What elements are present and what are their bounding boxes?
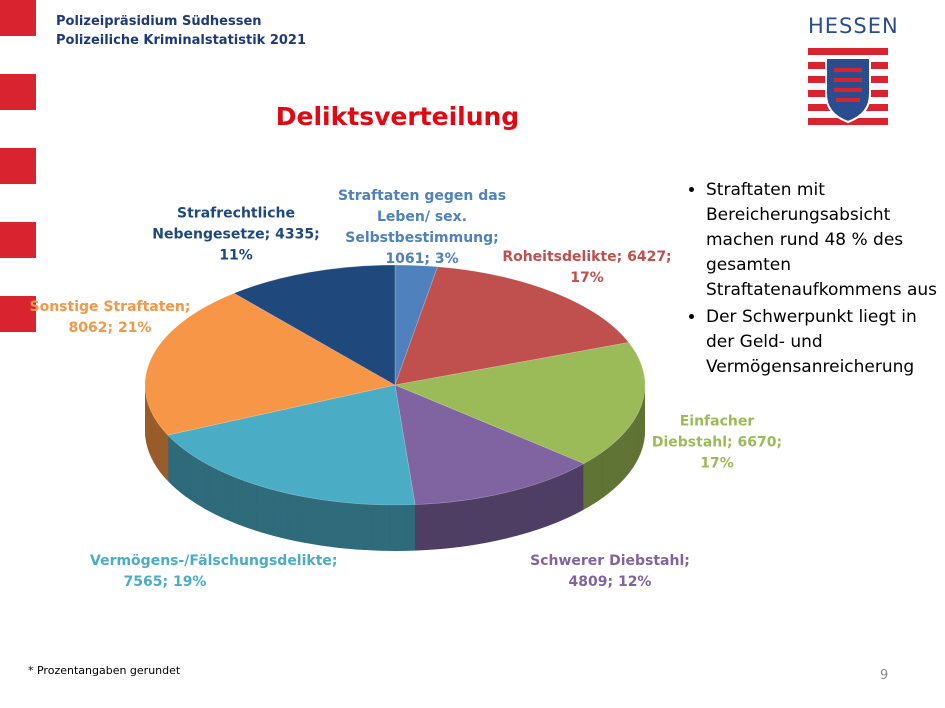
decor: [0, 222, 36, 258]
slice: [394, 266, 630, 386]
logo-text: HESSEN: [808, 14, 899, 38]
slice-label: Vermögens-/Fälschungsdelikte; 7565; 19%: [90, 551, 338, 593]
slice-label: Strafrechtliche Nebengesetze; 4335; 11%: [151, 204, 321, 267]
value-label: 7565; 19%: [123, 574, 207, 590]
category-label: Strafrechtliche Nebengesetze;: [152, 205, 295, 243]
page-number: 9: [880, 668, 889, 683]
slice: [233, 264, 396, 386]
slice-label: Einfacher Diebstahl; 6670; 17%: [637, 412, 797, 475]
chart-title: Deliktsverteilung: [275, 102, 520, 131]
slice-label: Straftaten gegen das Leben/ sex. Selbstb…: [337, 186, 507, 270]
category-label: Einfacher Diebstahl;: [651, 413, 755, 451]
header-org: Polizeipräsidium Südhessen: [56, 14, 262, 29]
slice: [394, 384, 585, 505]
slice: [144, 292, 396, 436]
slice: [167, 384, 416, 506]
bullet: Straftaten mit Bereicherungsabsicht mach…: [706, 178, 938, 303]
value-label: 1061; 3%: [385, 251, 459, 267]
slice-label: Roheitsdelikte; 6427; 17%: [502, 247, 672, 289]
bullet: Der Schwerpunkt liegt in der Geld- und V…: [706, 305, 938, 380]
value-label: 6670; 17%: [700, 434, 783, 472]
value-label: 6427; 17%: [570, 249, 672, 286]
logo: [808, 48, 888, 126]
value-label: 4335; 11%: [219, 226, 320, 264]
footnote: * Prozentangaben gerundet: [28, 664, 181, 677]
slice: [394, 264, 439, 386]
decor: [0, 0, 36, 36]
category-label: Sonstige Straftaten;: [29, 299, 191, 315]
slice: [393, 342, 646, 464]
slice-label: Sonstige Straftaten; 8062; 21%: [25, 297, 195, 339]
slice-label: Schwerer Diebstahl; 4809; 12%: [530, 551, 690, 593]
category-label: Straftaten gegen das Leben/ sex. Selbstb…: [337, 188, 507, 246]
value-label: 4809; 12%: [568, 574, 652, 590]
decor: [0, 148, 36, 184]
category-label: Roheitsdelikte;: [502, 249, 623, 265]
header-subtitle: Polizeiliche Kriminalstatistik 2021: [56, 33, 307, 48]
category-label: Vermögens-/Fälschungsdelikte;: [90, 553, 338, 569]
decor: [0, 296, 36, 332]
decor: [0, 74, 36, 110]
bullets: Straftaten mit Bereicherungsabsicht mach…: [676, 178, 938, 382]
value-label: 8062; 21%: [68, 320, 152, 336]
category-label: Schwerer Diebstahl;: [530, 553, 690, 569]
